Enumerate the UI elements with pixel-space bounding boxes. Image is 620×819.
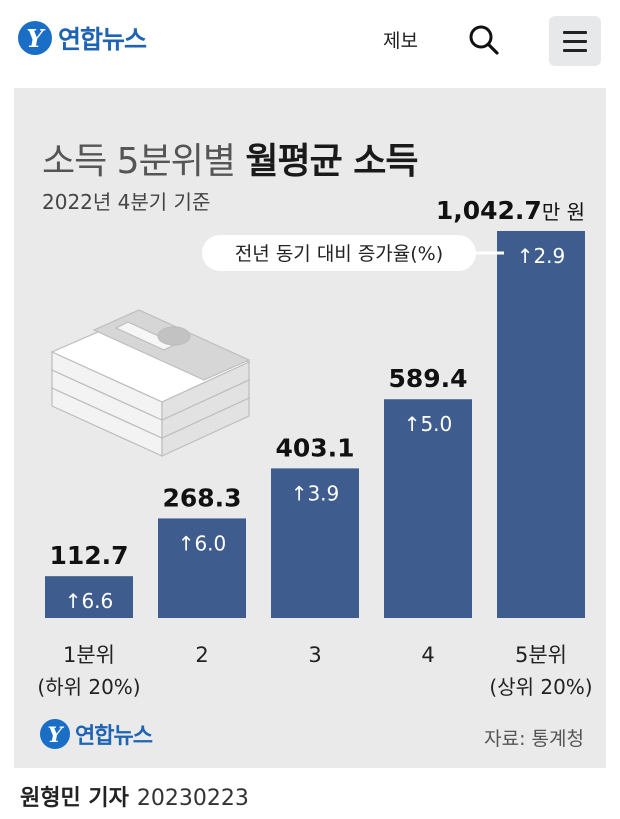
bars-group: ↑6.6 112.7 1분위 (하위 20%) ↑6.0 268.3 2 ↑3.9 403.1 3… <box>37 196 592 699</box>
growth-label-3: ↑3.9 <box>291 481 340 505</box>
category-label-4: 4 <box>421 643 434 667</box>
infographic-logo-text: 연합뉴스 <box>75 724 153 749</box>
reporter-name: 원형민 기자 <box>20 786 129 811</box>
chart-subtitle: 2022년 4분기 기준 <box>42 190 211 214</box>
bar-5 <box>497 231 585 618</box>
growth-label-5: ↑2.9 <box>517 244 566 268</box>
top-bar: Y 연합뉴스 제보 <box>0 0 620 84</box>
publish-date: 20230223 <box>136 786 249 811</box>
site-logo[interactable]: Y 연합뉴스 <box>18 20 147 56</box>
hamburger-menu-icon <box>563 49 587 52</box>
value-label-4: 589.4 <box>388 364 467 393</box>
chart-title-bold: 월평균 소득 <box>245 141 418 182</box>
growth-label-2: ↑6.0 <box>178 531 227 555</box>
search-icon <box>469 25 499 55</box>
annotation-text: 전년 동기 대비 증가율(%) <box>235 243 443 265</box>
money-stack-icon <box>50 309 251 457</box>
chart-title-light: 소득 5분위별 <box>42 141 246 182</box>
category-sublabel-5: (상위 20%) <box>489 675 592 699</box>
search-button[interactable] <box>466 22 502 58</box>
growth-label-4: ↑5.0 <box>404 412 453 436</box>
yonhap-logo-icon: Y <box>18 21 52 55</box>
bar-3 <box>271 468 359 618</box>
report-button[interactable]: 제보 <box>383 30 418 52</box>
yonhap-logo-icon: Y <box>40 719 70 749</box>
hamburger-menu-icon <box>563 31 587 34</box>
value-label-2: 268.3 <box>162 483 241 512</box>
category-label-3: 3 <box>308 643 321 667</box>
category-label-2: 2 <box>195 643 208 667</box>
category-label-5: 5분위 <box>515 643 567 667</box>
unit-label: 만 원 <box>542 200 585 224</box>
infographic-logo: Y 연합뉴스 <box>40 718 153 750</box>
value-label-3: 403.1 <box>275 433 354 462</box>
category-sublabel-1: (하위 20%) <box>37 675 140 699</box>
byline: 원형민 기자 20230223 <box>20 780 249 812</box>
annotation-box <box>202 235 476 271</box>
value-label-1: 112.7 <box>49 541 128 570</box>
bar-2 <box>158 518 246 618</box>
growth-annotation: 전년 동기 대비 증가율(%) <box>202 235 504 271</box>
bar-chart: ↑6.6 112.7 1분위 (하위 20%) ↑6.0 268.3 2 ↑3.9 403.1 3… <box>37 196 592 699</box>
data-source: 자료: 통계청 <box>484 728 584 750</box>
menu-button[interactable] <box>549 16 601 66</box>
value-label-5: 1,042.7만 원 <box>436 196 585 225</box>
bar-1 <box>45 576 133 618</box>
site-logo-text: 연합뉴스 <box>58 25 147 54</box>
chart-title: 소득 5분위별 월평균 소득 <box>42 132 419 184</box>
infographic: 소득 5분위별 월평균 소득 2022년 4분기 기준 ↑6.6 112.7 1분위… <box>14 88 606 768</box>
growth-label-1: ↑6.6 <box>65 589 114 613</box>
category-label-1: 1분위 <box>63 643 115 667</box>
bar-4 <box>384 399 472 618</box>
hamburger-menu-icon <box>563 40 587 43</box>
